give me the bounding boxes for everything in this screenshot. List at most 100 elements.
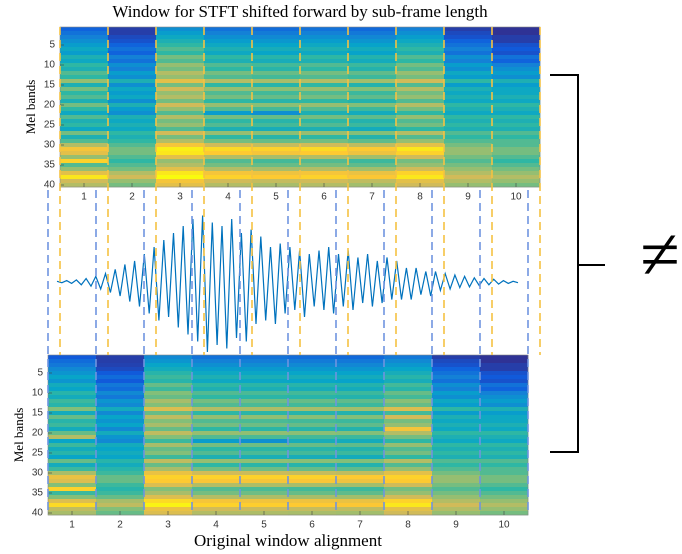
heatmap-cell [144,455,193,460]
heatmap-cell [48,459,97,464]
heatmap-cell [300,95,349,100]
heatmap-cell [288,487,337,492]
heatmap-cell [108,111,157,116]
heatmap-cell [336,447,385,452]
heatmap-cell [384,507,433,512]
heatmap-cell [492,43,541,48]
heatmap-cell [444,71,493,76]
heatmap-cell [396,147,445,152]
heatmap-cell [348,155,397,160]
heatmap-cell [48,387,97,392]
heatmap-cell [108,27,157,32]
heatmap-cell [432,507,481,512]
heatmap-cell [60,95,109,100]
heatmap-cell [252,155,301,160]
heatmap-cell [144,419,193,424]
heatmap-cell [492,51,541,56]
heatmap-cell [60,91,109,96]
heatmap-cell [252,115,301,120]
heatmap-cell [288,379,337,384]
heatmap-cell [192,495,241,500]
heatmap-cell [240,483,289,488]
heatmap-cell [288,363,337,368]
heatmap-cell [348,27,397,32]
x-tick-label: 9 [453,520,459,531]
heatmap-cell [288,355,337,360]
heatmap-cell [60,99,109,104]
heatmap-cell [192,395,241,400]
heatmap-cell [432,367,481,372]
heatmap-cell [288,359,337,364]
heatmap-cell [480,399,529,404]
heatmap-cell [156,179,205,184]
heatmap-cell [60,123,109,128]
heatmap-cell [204,139,253,144]
heatmap-cell [492,91,541,96]
heatmap-cell [396,91,445,96]
heatmap-cell [384,443,433,448]
heatmap-cell [252,131,301,136]
heatmap-cell [204,99,253,104]
heatmap-cell [444,79,493,84]
heatmap-cell [252,119,301,124]
heatmap-cell [192,411,241,416]
heatmap-cell [348,83,397,88]
heatmap-cell [60,55,109,60]
heatmap-cell [156,175,205,180]
heatmap-cell [432,479,481,484]
heatmap-cell [492,63,541,68]
heatmap-cell [384,423,433,428]
heatmap-cell [96,415,145,420]
heatmap-cell [60,103,109,108]
heatmap-cell [480,507,529,512]
heatmap-cell [156,143,205,148]
heatmap-cell [108,67,157,72]
heatmap-cell [444,59,493,64]
heatmap-cell [96,475,145,480]
heatmap-cell [96,391,145,396]
heatmap-cell [204,159,253,164]
heatmap-cell [96,411,145,416]
heatmap-cell [192,427,241,432]
heatmap-cell [384,491,433,496]
x-tick-label: 6 [321,192,327,203]
heatmap-cell [240,399,289,404]
heatmap-cell [300,107,349,112]
heatmap-cell [108,159,157,164]
heatmap-cell [492,95,541,100]
heatmap-cell [96,363,145,368]
heatmap-cell [96,399,145,404]
heatmap-cell [108,79,157,84]
heatmap-cell [240,419,289,424]
heatmap-cell [156,167,205,172]
heatmap-cell [192,463,241,468]
heatmap-cell [492,155,541,160]
heatmap-cell [492,147,541,152]
heatmap-cell [240,431,289,436]
heatmap-cell [336,419,385,424]
heatmap-cell [192,391,241,396]
heatmap-cell [60,51,109,56]
heatmap-cell [480,431,529,436]
heatmap-cell [480,355,529,360]
heatmap-cell [384,427,433,432]
heatmap-cell [96,491,145,496]
heatmap-cell [348,163,397,168]
heatmap-cell [348,151,397,156]
heatmap-cell [204,67,253,72]
heatmap-cell [300,171,349,176]
heatmap-cell [492,67,541,72]
heatmap-cell [348,39,397,44]
heatmap-cell [444,99,493,104]
heatmap-cell [156,103,205,108]
heatmap-cell [144,391,193,396]
heatmap-cell [48,415,97,420]
y-tick-label: 25 [44,120,56,131]
heatmap-cell [240,383,289,388]
heatmap-cell [444,159,493,164]
heatmap-cell [492,159,541,164]
heatmap-cell [192,467,241,472]
heatmap-cell [144,367,193,372]
heatmap-cell [192,487,241,492]
